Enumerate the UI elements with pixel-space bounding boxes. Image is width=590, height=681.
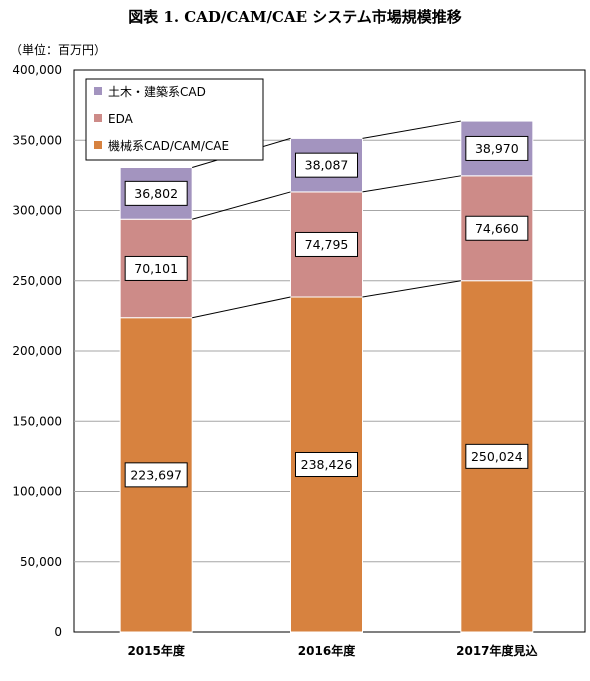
series-line: [362, 120, 461, 139]
data-label: 70,101: [134, 261, 178, 276]
series-line: [362, 280, 461, 298]
data-label: 223,697: [130, 467, 182, 482]
series-line: [362, 175, 461, 193]
y-tick-label: 100,000: [12, 485, 62, 499]
series-line: [192, 296, 291, 319]
legend-swatch: [94, 141, 102, 149]
data-label-box: [465, 443, 529, 469]
legend-swatch: [94, 87, 102, 95]
y-tick-label: 400,000: [12, 63, 62, 77]
legend-swatch: [94, 114, 102, 122]
x-category-label: 2016年度: [298, 643, 356, 658]
legend-label: 機械系CAD/CAM/CAE: [108, 138, 229, 153]
legend-box: [85, 78, 264, 161]
y-tick-label: 50,000: [20, 555, 62, 569]
x-category-label: 2017年度見込: [456, 643, 537, 658]
data-label-box: [465, 135, 529, 161]
y-tick-label: 250,000: [12, 274, 62, 288]
series-line: [192, 191, 291, 220]
legend-label: EDA: [108, 112, 134, 126]
data-label: 36,802: [134, 186, 178, 201]
y-tick-label: 300,000: [12, 204, 62, 218]
data-label-box: [124, 255, 188, 281]
data-label: 74,795: [305, 237, 349, 252]
data-label: 38,087: [305, 158, 349, 173]
y-tick-label: 150,000: [12, 414, 62, 428]
data-label: 238,426: [301, 457, 353, 472]
y-tick-label: 200,000: [12, 344, 62, 358]
data-label-box: [124, 462, 188, 488]
data-label-box: [465, 215, 529, 241]
unit-label: （単位：百万円）: [10, 43, 107, 57]
y-tick-label: 350,000: [12, 133, 62, 147]
x-category-label: 2015年度: [127, 643, 185, 658]
y-tick-label: 0: [54, 625, 62, 639]
data-label-box: [295, 231, 358, 257]
data-label-box: [124, 180, 188, 206]
data-label: 38,970: [475, 141, 519, 156]
legend-label: 土木・建築系CAD: [108, 84, 206, 99]
data-label-box: [295, 152, 358, 178]
data-label-box: [295, 452, 358, 478]
data-label: 250,024: [471, 449, 523, 464]
chart-title: 図表 1. CAD/CAM/CAE システム市場規模推移: [128, 8, 462, 26]
data-label: 74,660: [475, 221, 519, 236]
